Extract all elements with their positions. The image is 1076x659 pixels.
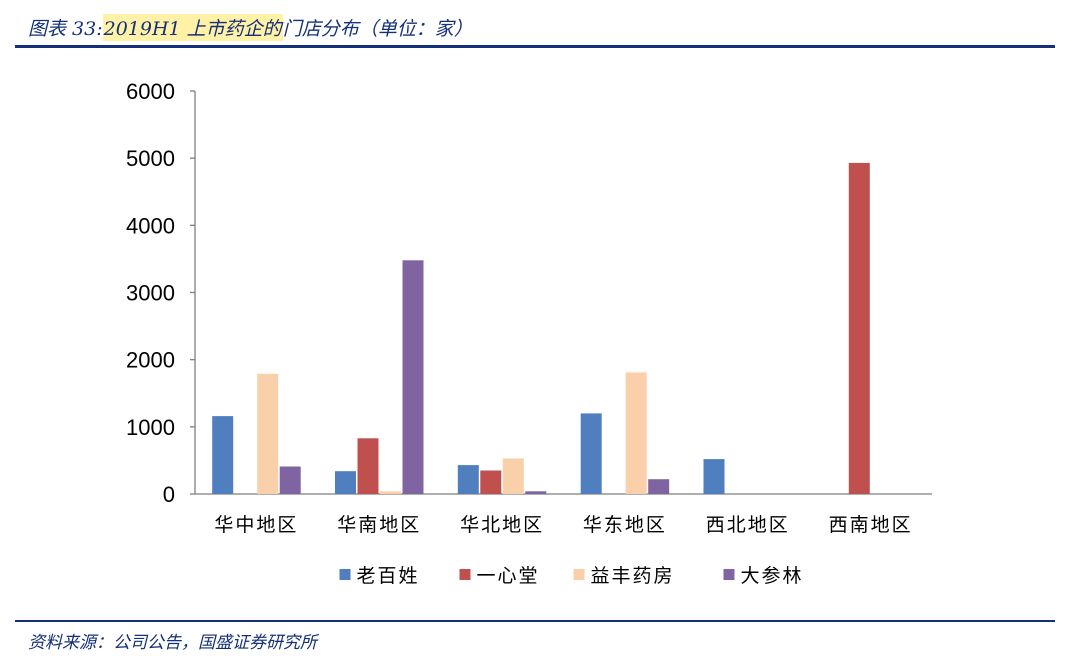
bar: [502, 458, 524, 494]
y-tick-label: 4000: [126, 213, 175, 238]
bar: [848, 162, 870, 494]
legend-swatch: [459, 569, 471, 580]
y-tick-label: 2000: [126, 348, 175, 373]
bar: [580, 413, 602, 494]
legend-label: 益丰药房: [591, 565, 675, 587]
legend-swatch: [339, 569, 351, 580]
bar: [525, 491, 547, 494]
legend-label: 大参林: [741, 565, 804, 587]
figure-title-rest: 门店分布（单位：家）: [282, 17, 473, 40]
footer-divider: [15, 620, 1055, 622]
bar: [402, 260, 424, 494]
x-tick-label: 华南地区: [337, 514, 421, 536]
title-divider: [15, 45, 1055, 48]
bar: [257, 373, 279, 494]
x-tick-label: 华中地区: [214, 514, 298, 536]
bar: [648, 479, 670, 494]
bar: [335, 471, 356, 494]
x-tick-label: 西北地区: [706, 514, 790, 536]
y-tick-label: 3000: [126, 281, 175, 306]
y-tick-label: 0: [163, 482, 175, 507]
x-tick-label: 华东地区: [583, 514, 667, 536]
source-note: 资料来源：公司公告，国盛证券研究所: [28, 633, 317, 653]
figure-title-highlight: 2019H1 上市药企的: [102, 13, 283, 41]
y-tick-label: 1000: [126, 415, 175, 440]
bar: [357, 438, 379, 494]
figure-title-prefix: 图表 33:: [28, 17, 103, 40]
x-tick-label: 华北地区: [460, 514, 544, 536]
bar: [279, 466, 301, 494]
bar: [703, 459, 725, 494]
bar: [212, 416, 234, 494]
y-tick-label: 6000: [126, 79, 175, 104]
x-tick-label: 西南地区: [829, 514, 913, 536]
legend-label: 一心堂: [477, 565, 540, 587]
bar: [380, 491, 401, 494]
legend-swatch: [573, 569, 585, 580]
bar: [625, 372, 647, 494]
legend-label: 老百姓: [357, 565, 420, 587]
figure-title: 图表 33: 2019H1 上市药企的 门店分布（单位：家）: [28, 10, 473, 44]
bar: [480, 470, 502, 494]
y-tick-label: 5000: [126, 146, 175, 171]
bar: [457, 465, 479, 494]
legend-swatch: [723, 569, 735, 580]
